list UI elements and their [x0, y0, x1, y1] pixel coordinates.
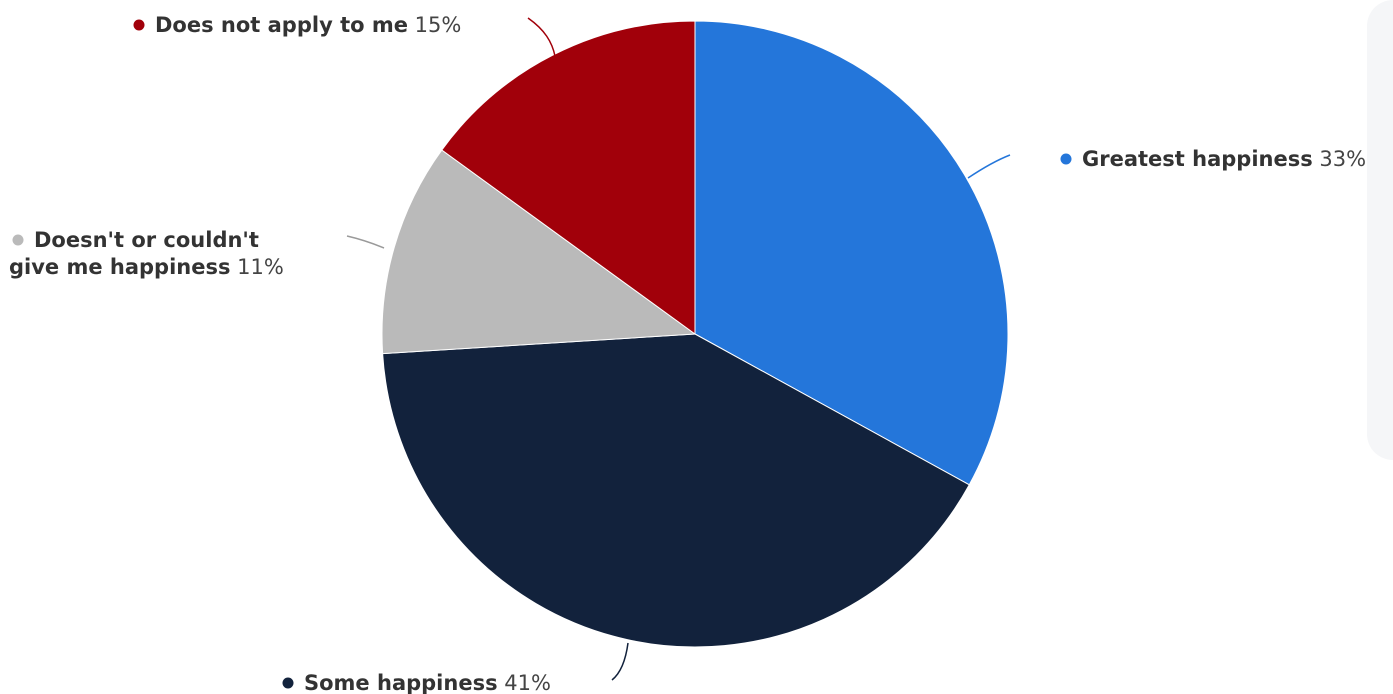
- side-panel: [1367, 0, 1393, 460]
- label-marker-greatest-happiness: [1060, 153, 1072, 165]
- data-label-name-line: Greatest happiness: [1082, 147, 1313, 171]
- data-label-value: 33%: [1313, 147, 1366, 171]
- data-label-value: 15%: [408, 13, 461, 37]
- connector-line-does-not-apply-to-me: [527, 17, 556, 57]
- data-label-greatest-happiness: Greatest happiness 33%: [1082, 147, 1366, 171]
- data-label-some-happiness: Some happiness 41%: [304, 671, 551, 694]
- connector-line-some-happiness: [611, 642, 629, 681]
- data-label-doesn-t-or-couldn-t-give-me-happiness: Doesn't or couldn't give me happiness 11%: [9, 228, 284, 279]
- label-marker-does-not-apply-to-me: [133, 19, 145, 31]
- label-marker-doesn-t-or-couldn-t-give-me-happiness: [12, 234, 24, 246]
- pie-slice-doesn-t-or-couldn-t-give-me-happiness[interactable]: [381, 149, 696, 355]
- data-label-name-line: Doesn't or couldn't: [34, 228, 259, 252]
- pie-slice-does-not-apply-to-me[interactable]: [441, 20, 696, 335]
- pie-slice-greatest-happiness[interactable]: [694, 20, 1009, 486]
- label-marker-some-happiness: [282, 677, 294, 689]
- data-label-value: 41%: [498, 671, 551, 694]
- connector-line-doesn-t-or-couldn-t-give-me-happiness: [346, 235, 385, 249]
- data-label-name-line: Some happiness: [304, 671, 498, 694]
- data-label-does-not-apply-to-me: Does not apply to me 15%: [155, 13, 461, 37]
- pie-slice-some-happiness[interactable]: [382, 333, 970, 648]
- data-label-value: 11%: [230, 255, 283, 279]
- data-label-name-line: Does not apply to me: [155, 13, 408, 37]
- data-label-name-line: give me happiness: [9, 255, 230, 279]
- connector-line-greatest-happiness: [967, 154, 1011, 179]
